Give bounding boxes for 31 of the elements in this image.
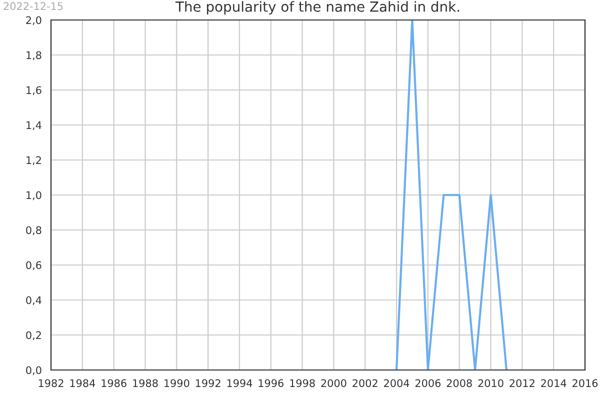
y-tick-label: 0,0 <box>26 366 42 376</box>
y-tick-label: 1,6 <box>26 86 42 96</box>
y-tick-label: 2,0 <box>26 16 42 26</box>
x-tick-label: 1990 <box>164 379 190 388</box>
text: 2022-12-15 <box>4 2 63 10</box>
chart-title: The popularity of the name Zahid in dnk. <box>175 1 460 15</box>
y-tick-label: 1,2 <box>26 156 41 166</box>
y-tick-label: 0,6 <box>26 261 42 270</box>
x-tick-label: 2012 <box>510 379 534 388</box>
x-tick-label: 1992 <box>196 379 220 388</box>
x-tick-label: 1988 <box>133 379 158 388</box>
x-tick-label: 1984 <box>70 379 96 388</box>
x-tick-label: 1986 <box>102 379 126 388</box>
x-tick-label: 2010 <box>478 379 504 388</box>
y-tick-label: 1,0 <box>26 191 42 200</box>
x-tick-label: 2002 <box>352 379 378 388</box>
x-tick-label: 1982 <box>38 379 64 388</box>
x-tick-label: 1996 <box>258 379 284 388</box>
x-tick-label: 2016 <box>572 379 598 388</box>
x-tick-label: 2004 <box>384 379 410 388</box>
x-tick-label: 2008 <box>446 379 472 388</box>
x-tick-label: 2006 <box>415 379 441 388</box>
x-tick-label: 2014 <box>541 379 566 388</box>
y-tick-label: 0,2 <box>26 331 41 340</box>
y-tick-label: 1,8 <box>26 51 42 60</box>
x-tick-label: 1998 <box>290 379 315 388</box>
x-tick-label: 2000 <box>321 379 346 388</box>
y-tick-label: 1,4 <box>26 121 42 130</box>
y-tick-label: 0,8 <box>26 226 42 236</box>
y-tick-label: 0,4 <box>26 296 42 306</box>
x-tick-label: 1994 <box>227 379 252 388</box>
